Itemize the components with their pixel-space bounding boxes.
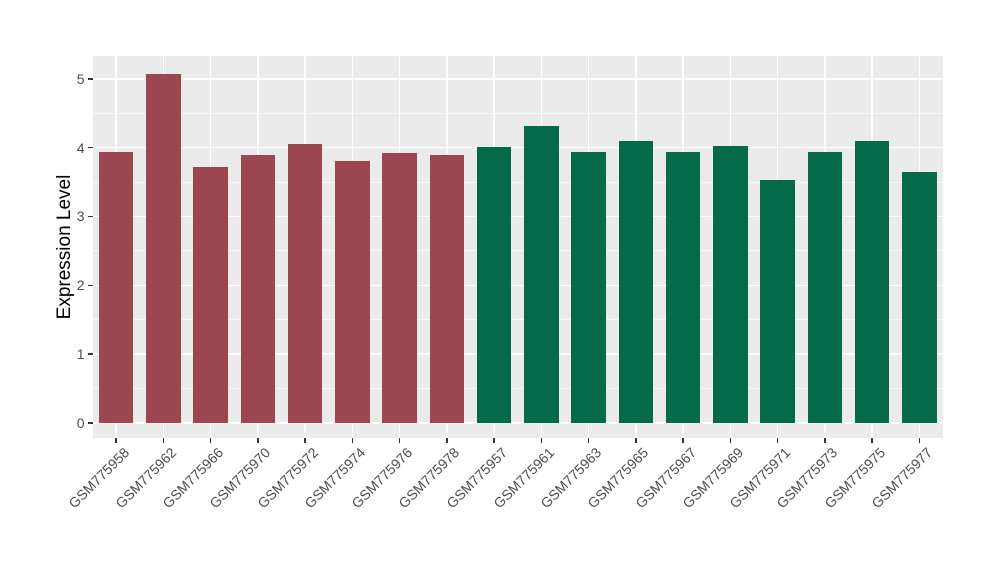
y-tick-label: 1 bbox=[76, 346, 85, 363]
x-tick-mark bbox=[871, 437, 873, 443]
bar-gsm775971 bbox=[760, 179, 795, 424]
bar-gsm775970 bbox=[240, 155, 276, 424]
x-tick-mark bbox=[587, 437, 590, 443]
bar-gsm775976 bbox=[382, 153, 417, 424]
y-tick-label: 4 bbox=[76, 139, 85, 156]
y-tick-label: 0 bbox=[76, 415, 85, 432]
y-tick-mark bbox=[87, 353, 93, 355]
y-tick-mark bbox=[87, 422, 93, 424]
y-tick-mark bbox=[87, 146, 93, 149]
plot-panel bbox=[92, 56, 943, 438]
bar-gsm775972 bbox=[287, 144, 323, 424]
x-tick-mark bbox=[446, 437, 448, 443]
bar-gsm775967 bbox=[665, 151, 701, 424]
gridline-minor-horizontal bbox=[92, 319, 943, 321]
bar-gsm775962 bbox=[146, 73, 181, 424]
x-tick-mark bbox=[351, 437, 354, 443]
gridline-minor-horizontal bbox=[92, 388, 943, 390]
x-tick-mark bbox=[918, 437, 921, 443]
y-tick-label: 5 bbox=[76, 70, 85, 87]
bar-gsm775969 bbox=[713, 146, 748, 424]
x-tick-mark bbox=[776, 437, 779, 443]
y-axis-title: Expression Level bbox=[54, 174, 75, 320]
x-tick-mark bbox=[493, 437, 495, 443]
gridline-major-horizontal bbox=[92, 422, 943, 424]
bar-gsm775963 bbox=[571, 152, 606, 424]
y-tick-mark bbox=[87, 215, 93, 218]
gridline-minor-horizontal bbox=[92, 181, 943, 183]
x-tick-mark bbox=[257, 437, 259, 443]
y-tick-mark bbox=[87, 77, 93, 80]
x-tick-mark bbox=[540, 437, 543, 443]
y-tick-label: 2 bbox=[76, 277, 85, 294]
bar-gsm775958 bbox=[98, 152, 134, 424]
bar-gsm775966 bbox=[193, 166, 228, 424]
bar-gsm775965 bbox=[618, 140, 654, 424]
bar-gsm775957 bbox=[476, 146, 512, 424]
y-tick-mark bbox=[87, 284, 93, 287]
x-tick-mark bbox=[162, 437, 165, 443]
gridline-minor-horizontal bbox=[92, 250, 943, 252]
gridline-major-horizontal bbox=[92, 353, 943, 355]
bar-gsm775977 bbox=[902, 171, 937, 424]
gridline-major-horizontal bbox=[92, 284, 943, 287]
bar-gsm775975 bbox=[854, 140, 890, 424]
x-tick-mark bbox=[398, 437, 401, 443]
x-tick-mark bbox=[635, 437, 637, 443]
gridline-major-horizontal bbox=[92, 146, 943, 149]
y-tick-label: 3 bbox=[76, 208, 85, 225]
gridline-major-horizontal bbox=[92, 77, 943, 80]
x-tick-mark bbox=[304, 437, 306, 443]
x-tick-mark bbox=[115, 437, 117, 443]
bar-gsm775978 bbox=[429, 155, 465, 424]
x-tick-mark bbox=[682, 437, 684, 443]
x-tick-mark bbox=[209, 437, 212, 443]
bar-gsm775961 bbox=[524, 125, 559, 424]
bar-gsm775974 bbox=[335, 161, 370, 424]
gridline-major-horizontal bbox=[92, 215, 943, 218]
x-tick-mark bbox=[729, 437, 732, 443]
x-tick-mark bbox=[824, 437, 826, 443]
gridline-minor-horizontal bbox=[92, 112, 943, 114]
bar-gsm775973 bbox=[807, 152, 843, 424]
